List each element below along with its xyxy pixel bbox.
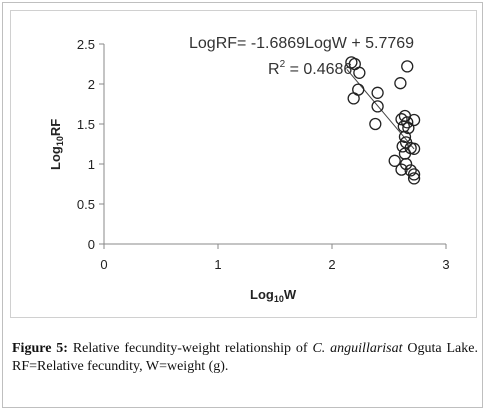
data-point xyxy=(401,116,414,129)
data-point xyxy=(402,121,415,135)
y-tick-label: 2.5 xyxy=(77,37,95,52)
figure-caption: Figure 5: Relative fecundity-weight rela… xyxy=(12,340,478,376)
data-point xyxy=(353,66,366,79)
data-point xyxy=(395,163,408,176)
data-point xyxy=(369,117,382,131)
y-axis-title: Log10RF xyxy=(48,119,65,170)
caption-species: C. anguillarisat xyxy=(312,341,403,356)
r-squared-label: R2 = 0.4686 xyxy=(268,59,352,78)
caption-text-2: Oguta Lake. RF=Relative fecundity, W=wei… xyxy=(12,341,478,374)
axes xyxy=(103,44,446,245)
data-points xyxy=(345,56,421,185)
x-tick-label: 0 xyxy=(100,257,107,272)
data-point xyxy=(401,60,414,73)
x-tick-label: 1 xyxy=(214,257,221,272)
regression-equation: LogRF= -1.6869LogW + 5.7769 xyxy=(189,35,414,52)
x-tick-label: 3 xyxy=(442,257,449,272)
data-point xyxy=(347,92,360,105)
data-point xyxy=(396,140,409,153)
data-point xyxy=(407,172,421,185)
caption-text-1: Relative fecundity-weight relationship o… xyxy=(67,341,313,356)
data-point xyxy=(407,168,421,181)
trendline xyxy=(346,68,415,150)
y-tick-label: 1 xyxy=(88,157,95,172)
y-tick-label: 0.5 xyxy=(77,197,95,212)
x-axis-title: Log10W xyxy=(250,287,297,304)
data-point xyxy=(398,130,412,143)
y-tick-label: 2 xyxy=(88,77,95,92)
y-tick-label: 0 xyxy=(88,237,95,252)
data-point xyxy=(388,154,401,167)
data-point xyxy=(371,100,384,113)
data-point xyxy=(371,86,384,99)
x-ticks: 0 1 2 3 xyxy=(100,244,450,272)
data-point xyxy=(394,77,407,90)
data-point xyxy=(404,164,417,177)
chart-area-border xyxy=(10,10,477,318)
trendline-line xyxy=(346,68,415,150)
y-tick-label: 1.5 xyxy=(77,117,95,132)
caption-label: Figure 5: xyxy=(12,341,68,356)
y-ticks: 0 0.5 1 1.5 2 2.5 xyxy=(77,37,104,252)
x-tick-label: 2 xyxy=(328,257,335,272)
data-point xyxy=(407,113,421,127)
